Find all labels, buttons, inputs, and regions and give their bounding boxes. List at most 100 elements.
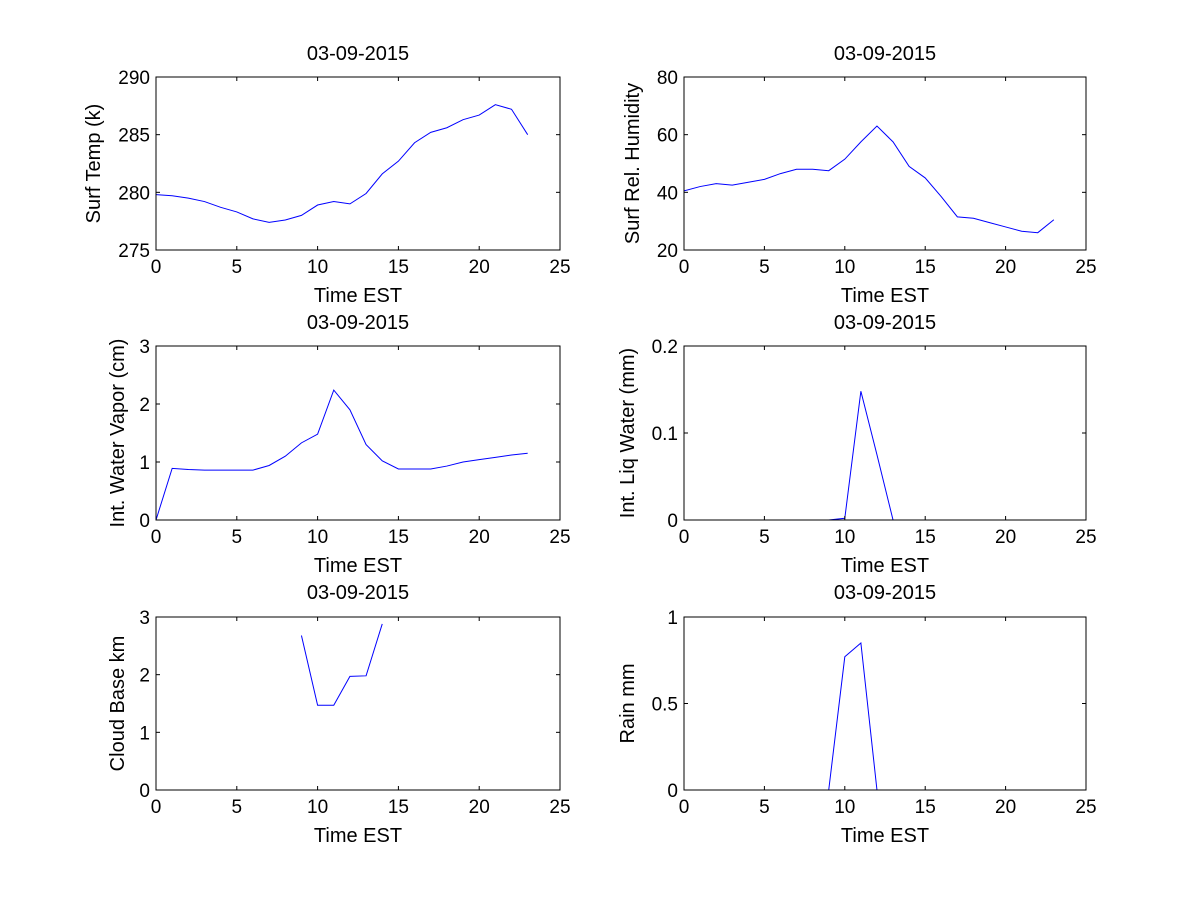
x-tick-label: 15 bbox=[388, 257, 409, 278]
subplot-cloud-base: 03-09-2015 Time EST Cloud Base km 0 5 10 15… bbox=[107, 582, 571, 847]
y-tick-label: 60 bbox=[657, 126, 678, 147]
y-tick-label: 80 bbox=[657, 68, 678, 89]
y-axis-label: Rain mm bbox=[617, 663, 639, 743]
series-line bbox=[684, 391, 1054, 520]
plot-data bbox=[156, 104, 529, 223]
y-tick-label: 40 bbox=[657, 183, 678, 204]
x-tick-label: 25 bbox=[549, 257, 570, 278]
y-tick-label: 0.5 bbox=[652, 695, 678, 716]
x-tick-label: 5 bbox=[232, 797, 243, 818]
x-tick-label: 10 bbox=[307, 257, 328, 278]
plot-data bbox=[828, 641, 878, 790]
y-tick-label: 285 bbox=[118, 126, 150, 147]
x-tick-label: 25 bbox=[1075, 257, 1096, 278]
x-tick-label: 15 bbox=[388, 527, 409, 548]
series-line bbox=[828, 641, 878, 790]
x-tick-label: 25 bbox=[1075, 797, 1096, 818]
x-tick-label: 0 bbox=[151, 797, 162, 818]
x-tick-label: 5 bbox=[759, 527, 770, 548]
subplot-rain: 03-09-2015 Time EST Rain mm 0 5 10 15 20 25 0 0… bbox=[617, 582, 1097, 847]
axes-box bbox=[155, 345, 561, 521]
series-line bbox=[684, 125, 1055, 234]
subplot-surf-rel-humidity: 03-09-2015 Time EST Surf Rel. Humidity 0… bbox=[622, 43, 1097, 307]
x-tick-label: 15 bbox=[915, 257, 936, 278]
y-tick-label: 275 bbox=[118, 241, 150, 262]
x-axis-label: Time EST bbox=[314, 285, 402, 307]
x-axis-label: Time EST bbox=[314, 555, 402, 577]
x-tick-label: 10 bbox=[834, 527, 855, 548]
plot-data bbox=[300, 623, 383, 706]
x-tick-label: 15 bbox=[915, 527, 936, 548]
y-axis-label: Int. Liq Water (mm) bbox=[617, 348, 639, 518]
series-line bbox=[156, 389, 528, 520]
x-tick-label: 5 bbox=[232, 527, 243, 548]
y-tick-label: 290 bbox=[118, 68, 150, 89]
subplot-title: 03-09-2015 bbox=[834, 582, 936, 604]
x-tick-label: 15 bbox=[388, 797, 409, 818]
subplot-surf-temp: 03-09-2015 Time EST Surf Temp (k) 0 5 10 15… bbox=[83, 43, 571, 307]
plot-data bbox=[684, 125, 1055, 234]
y-tick-label: 280 bbox=[118, 183, 150, 204]
y-tick-label: 2 bbox=[139, 395, 150, 416]
x-tick-label: 5 bbox=[232, 257, 243, 278]
axes-box bbox=[155, 616, 561, 791]
y-tick-label: 2 bbox=[139, 666, 150, 687]
subplot-int-liq-water: 03-09-2015 Time EST Int. Liq Water (mm) … bbox=[617, 312, 1097, 577]
plot-data bbox=[684, 391, 1054, 520]
x-tick-label: 20 bbox=[469, 527, 490, 548]
y-tick-label: 0 bbox=[667, 511, 678, 532]
subplot-title: 03-09-2015 bbox=[834, 312, 936, 334]
x-tick-label: 0 bbox=[151, 527, 162, 548]
x-axis-label: Time EST bbox=[841, 825, 929, 847]
y-tick-label: 0.2 bbox=[652, 337, 678, 358]
x-tick-label: 0 bbox=[151, 257, 162, 278]
x-axis-label: Time EST bbox=[841, 285, 929, 307]
y-tick-label: 1 bbox=[139, 453, 150, 474]
y-tick-label: 20 bbox=[657, 241, 678, 262]
axes-box bbox=[155, 76, 561, 251]
subplot-title: 03-09-2015 bbox=[834, 43, 936, 65]
subplot-title: 03-09-2015 bbox=[307, 43, 409, 65]
x-tick-label: 5 bbox=[759, 257, 770, 278]
series-line bbox=[156, 104, 529, 223]
x-tick-label: 25 bbox=[549, 527, 570, 548]
x-axis-label: Time EST bbox=[841, 555, 929, 577]
y-tick-label: 0 bbox=[667, 781, 678, 802]
series-line bbox=[300, 623, 383, 706]
x-tick-label: 10 bbox=[307, 797, 328, 818]
x-tick-label: 20 bbox=[995, 257, 1016, 278]
y-tick-label: 3 bbox=[139, 608, 150, 629]
x-tick-label: 20 bbox=[469, 257, 490, 278]
axes-box bbox=[683, 76, 1087, 251]
x-tick-label: 5 bbox=[759, 797, 770, 818]
y-tick-label: 3 bbox=[139, 337, 150, 358]
y-axis-label: Surf Rel. Humidity bbox=[622, 83, 644, 244]
x-tick-label: 25 bbox=[549, 797, 570, 818]
y-tick-label: 1 bbox=[667, 608, 678, 629]
x-tick-label: 20 bbox=[469, 797, 490, 818]
y-axis-label: Cloud Base km bbox=[107, 636, 129, 772]
x-tick-label: 10 bbox=[834, 257, 855, 278]
subplot-int-water-vapor: 03-09-2015 Time EST Int. Water Vapor (cm… bbox=[107, 312, 571, 577]
y-tick-label: 0 bbox=[139, 781, 150, 802]
subplot-title: 03-09-2015 bbox=[307, 312, 409, 334]
x-tick-label: 20 bbox=[995, 797, 1016, 818]
y-axis-label: Int. Water Vapor (cm) bbox=[107, 339, 129, 528]
x-tick-label: 0 bbox=[679, 257, 690, 278]
x-tick-label: 10 bbox=[307, 527, 328, 548]
y-tick-label: 1 bbox=[139, 723, 150, 744]
subplot-title: 03-09-2015 bbox=[307, 582, 409, 604]
x-tick-label: 20 bbox=[995, 527, 1016, 548]
x-axis-label: Time EST bbox=[314, 825, 402, 847]
x-tick-label: 0 bbox=[679, 797, 690, 818]
x-tick-label: 15 bbox=[915, 797, 936, 818]
y-axis-label: Surf Temp (k) bbox=[83, 104, 105, 224]
y-tick-label: 0.1 bbox=[652, 424, 678, 445]
x-tick-label: 25 bbox=[1075, 527, 1096, 548]
x-tick-label: 0 bbox=[679, 527, 690, 548]
plot-data bbox=[156, 389, 528, 520]
x-tick-label: 10 bbox=[834, 797, 855, 818]
y-tick-label: 0 bbox=[139, 511, 150, 532]
